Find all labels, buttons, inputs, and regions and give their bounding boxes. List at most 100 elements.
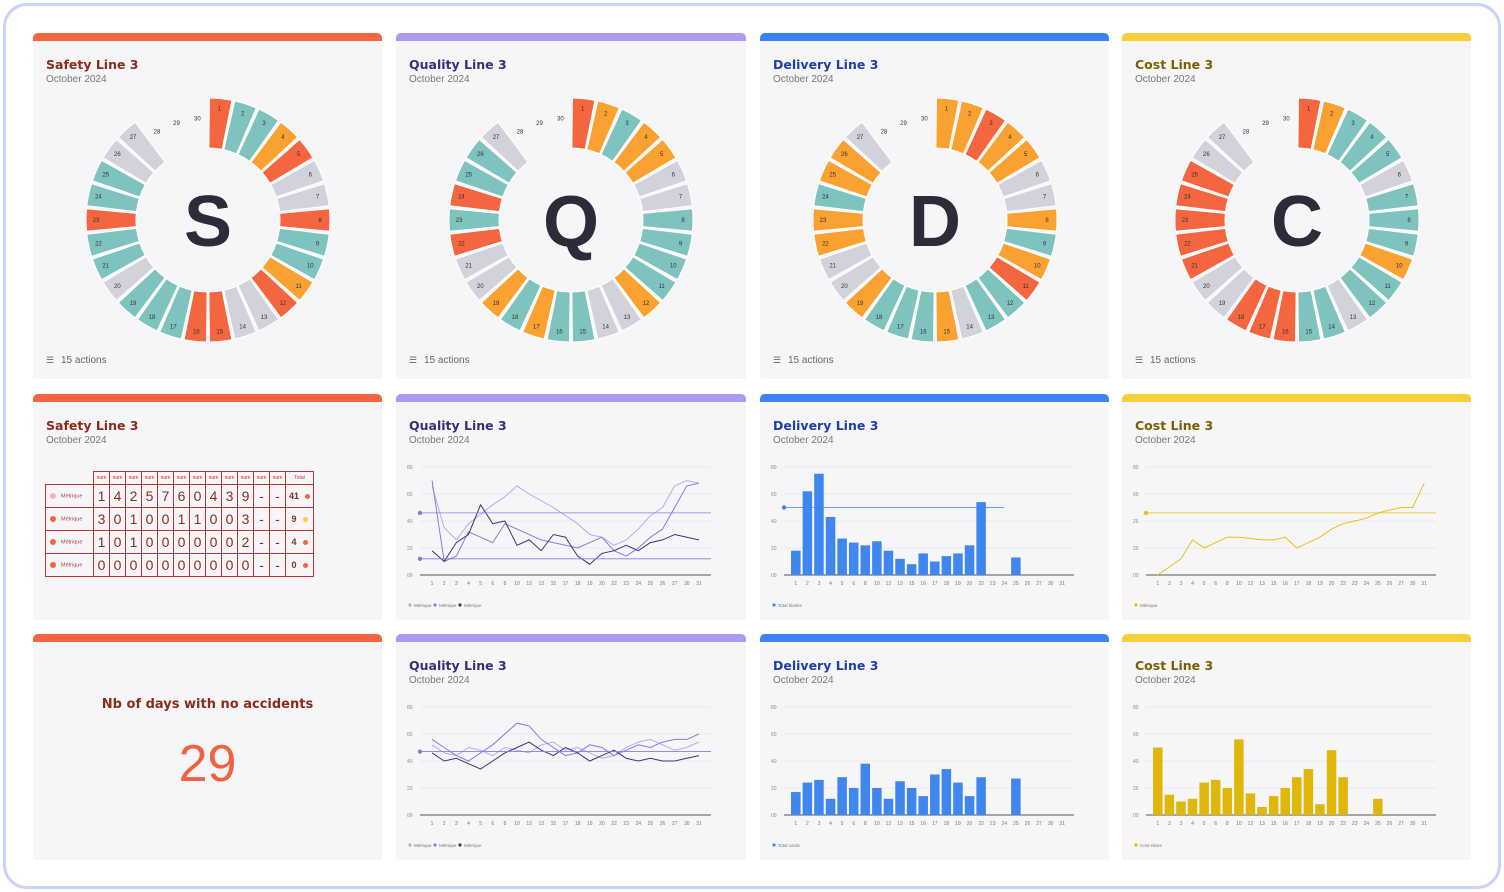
- wheel-segment-day-18[interactable]: [499, 278, 542, 332]
- bar[interactable]: [1199, 782, 1209, 815]
- bar[interactable]: [976, 777, 986, 815]
- wheel-segment-day-25[interactable]: [818, 159, 873, 198]
- wheel-segment-day-18[interactable]: [136, 278, 179, 332]
- wheel-segment-day-2[interactable]: [223, 100, 257, 155]
- wheel-segment-day-11[interactable]: [261, 256, 314, 302]
- wheel-segment-day-6[interactable]: [997, 159, 1052, 198]
- series-line[interactable]: [431, 503, 700, 565]
- bar[interactable]: [837, 538, 847, 575]
- bar[interactable]: [1280, 788, 1290, 815]
- wheel-segment-day-14[interactable]: [223, 285, 257, 340]
- bar[interactable]: [918, 553, 928, 575]
- actions-link[interactable]: ☰ 15 actions: [46, 355, 107, 366]
- bar[interactable]: [1164, 794, 1175, 815]
- wheel-segment-day-26[interactable]: [465, 138, 518, 184]
- bar[interactable]: [1303, 769, 1314, 815]
- wheel-segment-day-9[interactable]: [639, 227, 693, 257]
- wheel-segment-day-16[interactable]: [546, 290, 571, 343]
- cost-line-card[interactable]: Cost Line 3 October 2024 80 60 25 20 00 1 2 3 4 5…: [1122, 394, 1471, 620]
- wheel-segment-day-10[interactable]: [1359, 242, 1414, 281]
- series-line[interactable]: [431, 480, 700, 563]
- bar[interactable]: [1292, 777, 1302, 815]
- wheel-segment-day-3[interactable]: [1326, 108, 1369, 162]
- wheel-segment-day-8[interactable]: [1006, 208, 1058, 232]
- wheel-segment-day-20[interactable]: [102, 256, 155, 302]
- bar[interactable]: [906, 564, 917, 575]
- bar[interactable]: [1326, 750, 1337, 815]
- wheel-segment-day-10[interactable]: [997, 242, 1052, 281]
- wheel-segment-day-14[interactable]: [1312, 285, 1346, 340]
- wheel-segment-day-10[interactable]: [270, 242, 325, 281]
- wheel-segment-day-23[interactable]: [448, 208, 500, 232]
- delivery-bar-card-2[interactable]: Delivery Line 3 October 2024 80 60 40 20 00 1…: [760, 634, 1109, 860]
- wheel-segment-day-14[interactable]: [950, 285, 984, 340]
- bar[interactable]: [976, 502, 986, 575]
- wheel-segment-day-27[interactable]: [844, 121, 893, 172]
- bar[interactable]: [1187, 798, 1198, 815]
- wheel-segment-day-12[interactable]: [977, 268, 1026, 319]
- wheel-segment-day-6[interactable]: [270, 159, 325, 198]
- quality-wheel-card[interactable]: Quality Line 3 October 2024 1 2 3 4 5 6 7 8 9 10 1…: [396, 33, 746, 379]
- bar[interactable]: [930, 774, 940, 816]
- wheel-segment-day-4[interactable]: [1339, 121, 1388, 172]
- bar[interactable]: [1011, 778, 1021, 815]
- wheel-segment-day-4[interactable]: [977, 121, 1026, 172]
- wheel-segment-day-17[interactable]: [1248, 285, 1282, 340]
- bar[interactable]: [1153, 747, 1163, 816]
- wheel-segment-day-6[interactable]: [1359, 159, 1414, 198]
- wheel-segment-day-20[interactable]: [1191, 256, 1244, 302]
- actions-link[interactable]: ☰ 15 actions: [773, 355, 834, 366]
- wheel-segment-day-3[interactable]: [964, 108, 1007, 162]
- wheel-segment-day-7[interactable]: [639, 183, 693, 213]
- wheel-segment-day-16[interactable]: [910, 290, 935, 343]
- wheel-segment-day-5[interactable]: [624, 138, 677, 184]
- bar[interactable]: [825, 516, 836, 575]
- bar[interactable]: [791, 550, 801, 575]
- wheel-segment-day-17[interactable]: [886, 285, 920, 340]
- wheel-segment-day-21[interactable]: [1180, 242, 1235, 281]
- wheel-segment-day-1[interactable]: [208, 97, 233, 150]
- bar[interactable]: [837, 777, 847, 815]
- cost-bar-card[interactable]: Cost Line 3 October 2024 80 60 40 25 00 1 2 3 4 5…: [1122, 634, 1471, 860]
- bar[interactable]: [1338, 777, 1348, 815]
- wheel-segment-day-3[interactable]: [600, 108, 643, 162]
- wheel-segment-day-25[interactable]: [454, 159, 509, 198]
- wheel-segment-day-2[interactable]: [1312, 100, 1346, 155]
- bar[interactable]: [883, 798, 894, 815]
- wheel-segment-day-19[interactable]: [480, 268, 529, 319]
- bar[interactable]: [930, 561, 940, 576]
- wheel-segment-day-22[interactable]: [86, 227, 140, 257]
- wheel-segment-day-1[interactable]: [935, 97, 960, 150]
- actions-link[interactable]: ☰ 15 actions: [409, 355, 470, 366]
- bar[interactable]: [895, 781, 905, 815]
- wheel-segment-day-15[interactable]: [208, 290, 233, 343]
- wheel-segment-day-15[interactable]: [935, 290, 960, 343]
- wheel-segment-day-5[interactable]: [1350, 138, 1403, 184]
- bar[interactable]: [860, 545, 871, 575]
- wheel-segment-day-15[interactable]: [571, 290, 596, 343]
- bar[interactable]: [964, 545, 975, 575]
- wheel-segment-day-25[interactable]: [1180, 159, 1235, 198]
- wheel-segment-day-3[interactable]: [237, 108, 280, 162]
- wheel-segment-day-12[interactable]: [613, 268, 662, 319]
- wheel-segment-day-27[interactable]: [1206, 121, 1255, 172]
- wheel-segment-day-17[interactable]: [159, 285, 193, 340]
- bar[interactable]: [1315, 804, 1325, 815]
- bar[interactable]: [918, 796, 928, 815]
- wheel-segment-day-5[interactable]: [988, 138, 1041, 184]
- bar[interactable]: [872, 541, 882, 575]
- wheel-segment-day-14[interactable]: [586, 285, 620, 340]
- bar[interactable]: [1222, 788, 1233, 815]
- wheel-segment-day-15[interactable]: [1297, 290, 1322, 343]
- wheel-segment-day-27[interactable]: [117, 121, 166, 172]
- wheel-segment-day-13[interactable]: [600, 278, 643, 332]
- wheel-segment-day-22[interactable]: [1175, 227, 1229, 257]
- actions-link[interactable]: ☰ 15 actions: [1135, 355, 1196, 366]
- wheel-segment-day-2[interactable]: [586, 100, 620, 155]
- wheel-segment-day-18[interactable]: [863, 278, 906, 332]
- wheel-segment-day-8[interactable]: [279, 208, 331, 232]
- bar[interactable]: [848, 542, 859, 575]
- bar[interactable]: [814, 473, 824, 575]
- quality-line-card-2[interactable]: Quality Line 3 October 2024 80 60 40 20 00 1 2…: [396, 634, 746, 860]
- wheel-segment-day-9[interactable]: [276, 227, 330, 257]
